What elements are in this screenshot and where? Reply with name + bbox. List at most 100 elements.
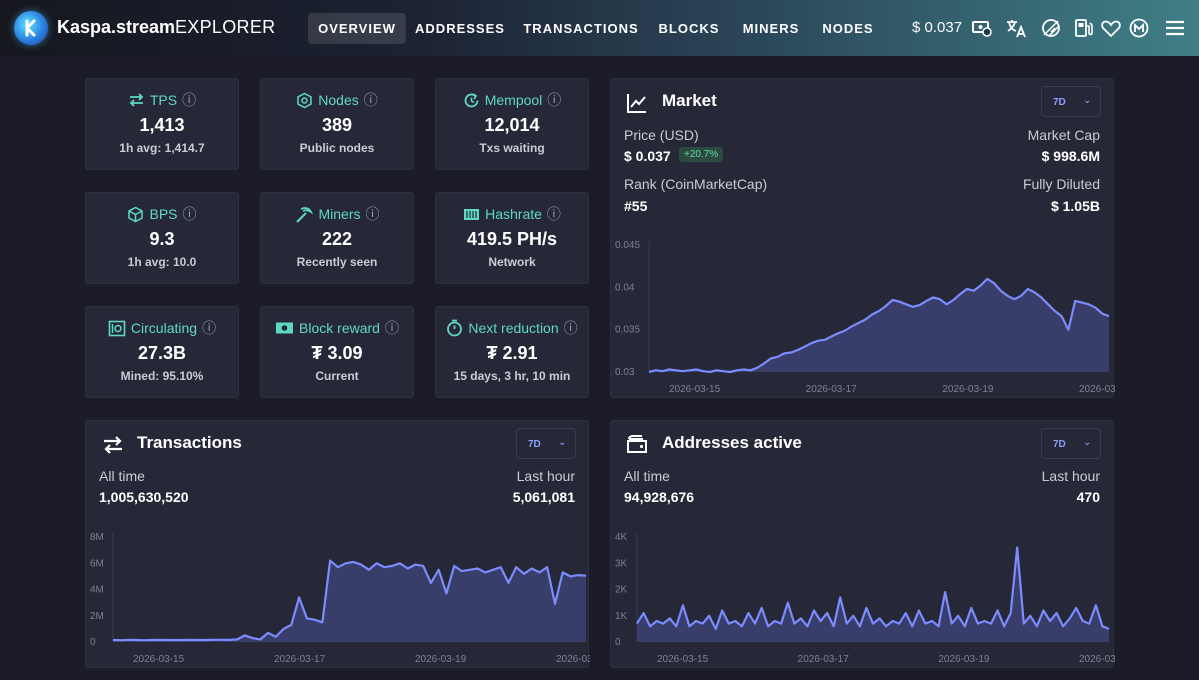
chevron-down-icon: ⌄ <box>1083 437 1091 447</box>
tx-ytick-label: 6M <box>90 558 104 569</box>
transactions-title: Transactions <box>137 433 242 452</box>
addr-ytick-label: 3K <box>615 558 628 569</box>
refresh-clock-icon <box>464 92 479 107</box>
rank-value: #55 <box>624 198 648 214</box>
nav-miners[interactable]: MINERS <box>742 21 800 36</box>
currency-icon[interactable] <box>971 17 993 39</box>
nav-transactions[interactable]: TRANSACTIONS <box>523 21 639 36</box>
market-panel: Market 7D ⌄ Price (USD) $ 0.037 +20.7% M… <box>610 78 1115 399</box>
market-series-line <box>648 277 1110 374</box>
market-price-chart[interactable]: 0.03 0.035 0.04 0.045 2026-03-15 2026-03-17 20… <box>611 229 1115 399</box>
brand-name[interactable]: Kaspa.stream <box>57 17 176 37</box>
info-icon[interactable]: ⓘ <box>202 320 217 336</box>
price-value: $ 0.037 <box>624 148 671 164</box>
market-ytick-label: 0.03 <box>615 367 635 378</box>
market-area-fill <box>649 278 1109 372</box>
stat-card-next-reduction: Next reduction ⓘ ₮ 2.91 15 days, 3 hr, 1… <box>435 306 589 398</box>
top-navbar: Kaspa.stream EXPLORER OVERVIEW ADDRESSES… <box>0 0 1199 56</box>
stat-sub-block-reward: Current <box>315 369 359 383</box>
kaspa-k-icon <box>25 19 36 37</box>
nav-overview[interactable]: OVERVIEW <box>308 13 406 44</box>
stat-title-tps: TPS <box>149 92 178 108</box>
stat-sub-circulating: Mined: 95.10% <box>120 369 204 383</box>
stat-value-mempool: 12,014 <box>484 115 540 135</box>
transactions-panel: Transactions 7D ⌄ All time 1,005,630,520… <box>85 420 590 669</box>
theme-toggle-icon[interactable] <box>1040 17 1062 39</box>
addresses-chart[interactable]: 0 1K 2K 3K 4K 2026-03-15 2026-03-17 2026-03-19 2… <box>611 521 1115 669</box>
addresses-range-value: 7D <box>1053 439 1066 450</box>
stat-card-block-reward: Block reward ⓘ ₮ 3.09 Current <box>260 306 414 398</box>
stat-value-block-reward: ₮ 3.09 <box>311 343 363 363</box>
info-icon[interactable]: ⓘ <box>182 206 197 222</box>
stat-sub-tps: 1h avg: 1,414.7 <box>119 141 205 155</box>
tx-xtick-label: 2026-03-15 <box>133 654 185 665</box>
stat-card-bps: BPS ⓘ 9.3 1h avg: 10.0 <box>85 192 239 284</box>
market-cap-value: $ 998.6M <box>1041 148 1100 164</box>
market-range-select[interactable]: 7D ⌄ <box>1041 86 1101 117</box>
price-change-badge: +20.7% <box>679 147 724 162</box>
addr-all-time-label: All time <box>624 468 670 484</box>
addresses-panel: Addresses active 7D ⌄ All time 94,928,67… <box>610 420 1115 669</box>
stat-sub-next-reduction: 15 days, 3 hr, 10 min <box>453 369 571 383</box>
stat-title-mempool: Mempool <box>484 92 543 108</box>
cash-icon <box>276 322 294 334</box>
info-icon[interactable]: ⓘ <box>365 206 380 222</box>
addr-ytick-label: 4K <box>615 532 628 543</box>
header-price: $ 0.037 <box>912 19 963 36</box>
fuel-icon[interactable] <box>1073 17 1095 39</box>
menu-icon[interactable] <box>1164 17 1186 39</box>
translate-icon[interactable] <box>1005 17 1027 39</box>
stat-title-nodes: Nodes <box>318 92 359 108</box>
heart-icon[interactable] <box>1100 17 1122 39</box>
tx-xtick-label: 2026-03-21 <box>556 654 590 665</box>
market-cap-label: Market Cap <box>1027 127 1100 143</box>
info-icon[interactable]: ⓘ <box>182 92 197 108</box>
market-xtick-label: 2026-03-19 <box>942 384 994 395</box>
fully-diluted-value: $ 1.05B <box>1050 198 1100 214</box>
stat-sub-miners: Recently seen <box>296 255 378 269</box>
transactions-chart[interactable]: 0 2M 4M 6M 8M 2026-03-15 2026-03-17 2026-03-19 2… <box>86 521 590 669</box>
stat-value-circulating: 27.3B <box>137 343 187 363</box>
addresses-title: Addresses active <box>662 433 802 452</box>
kaspa-logo-icon[interactable] <box>14 11 48 45</box>
safe-icon <box>108 320 126 336</box>
nav-nodes[interactable]: NODES <box>822 21 874 36</box>
brand-sub: EXPLORER <box>175 17 276 37</box>
stat-title-hashrate: Hashrate <box>485 206 542 222</box>
info-icon[interactable]: ⓘ <box>547 92 562 108</box>
chevron-down-icon: ⌄ <box>1083 95 1091 105</box>
addr-last-hour-value: 470 <box>1076 489 1100 505</box>
stat-card-miners: Miners ⓘ 222 Recently seen <box>260 192 414 284</box>
market-title: Market <box>662 91 717 110</box>
market-range-value: 7D <box>1053 97 1066 108</box>
stat-value-next-reduction: ₮ 2.91 <box>486 343 538 363</box>
tx-ytick-label: 2M <box>90 611 104 622</box>
stat-sub-hashrate: Network <box>488 255 536 269</box>
info-icon[interactable]: ⓘ <box>563 320 578 336</box>
stat-title-circulating: Circulating <box>130 320 198 336</box>
transactions-range-select[interactable]: 7D ⌄ <box>516 428 576 459</box>
addresses-range-select[interactable]: 7D ⌄ <box>1041 428 1101 459</box>
m-icon[interactable] <box>1128 17 1150 39</box>
info-icon[interactable]: ⓘ <box>546 206 561 222</box>
nav-addresses[interactable]: ADDRESSES <box>415 21 505 36</box>
stat-title-miners: Miners <box>318 206 361 222</box>
wallet-icon <box>627 435 647 453</box>
addr-all-time-value: 94,928,676 <box>624 489 695 505</box>
tx-ytick-label: 8M <box>90 532 104 543</box>
line-chart-icon <box>627 94 646 113</box>
stat-value-hashrate: 419.5 PH/s <box>466 229 558 249</box>
rank-label: Rank (CoinMarketCap) <box>624 176 768 192</box>
tx-last-hour-value: 5,061,081 <box>512 489 575 505</box>
tx-all-time-label: All time <box>99 468 145 484</box>
nav-blocks[interactable]: BLOCKS <box>658 21 720 36</box>
info-icon[interactable]: ⓘ <box>384 320 399 336</box>
info-icon[interactable]: ⓘ <box>363 92 378 108</box>
market-ytick-label: 0.045 <box>615 240 640 251</box>
stat-card-mempool: Mempool ⓘ 12,014 Txs waiting <box>435 78 589 170</box>
addr-xtick-label: 2026-03-21 <box>1079 654 1115 665</box>
addr-xtick-label: 2026-03-17 <box>798 654 850 665</box>
stat-card-circulating: Circulating ⓘ 27.3B Mined: 95.10% <box>85 306 239 398</box>
chevron-down-icon: ⌄ <box>558 437 566 447</box>
transfer-arrows-icon <box>104 436 122 454</box>
